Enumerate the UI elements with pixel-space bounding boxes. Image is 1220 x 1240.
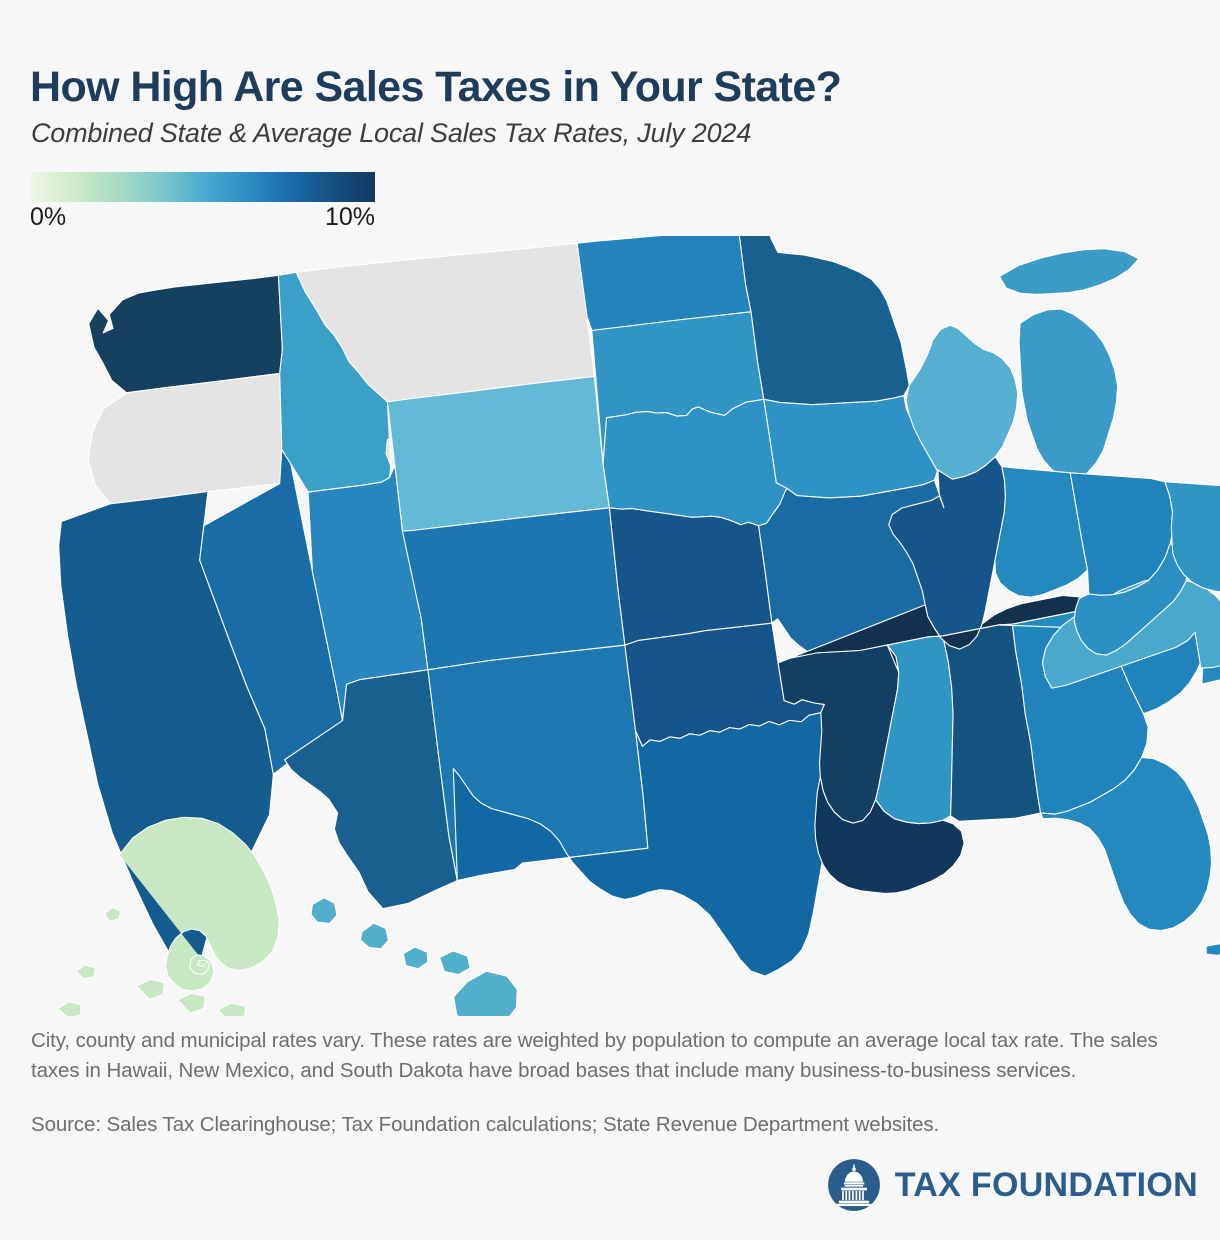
state-IN[interactable] bbox=[990, 462, 1089, 599]
us-choropleth-map bbox=[0, 236, 1220, 1016]
tax-foundation-logo: TAX FOUNDATION bbox=[827, 1158, 1198, 1212]
legend-max-label: 10% bbox=[324, 203, 375, 231]
legend-tick-labels: 0% 10% bbox=[30, 203, 375, 233]
legend-gradient-bar bbox=[30, 172, 375, 202]
footnote-text: City, county and municipal rates vary. T… bbox=[31, 1029, 1158, 1082]
logo-wordmark: TAX FOUNDATION bbox=[894, 1166, 1198, 1204]
capitol-dome-icon bbox=[827, 1159, 880, 1211]
page-subtitle: Combined State & Average Local Sales Tax… bbox=[31, 118, 752, 148]
state-LA[interactable] bbox=[812, 769, 966, 897]
state-MN[interactable] bbox=[737, 236, 910, 408]
legend-min-label: 0% bbox=[30, 203, 67, 231]
state-CO[interactable] bbox=[401, 507, 626, 671]
source-text: Source: Sales Tax Clearinghouse; Tax Fou… bbox=[31, 1113, 940, 1136]
state-WA[interactable] bbox=[87, 274, 285, 394]
map-svg bbox=[48, 236, 1220, 1016]
state-FL[interactable] bbox=[1038, 753, 1220, 964]
state-WY[interactable] bbox=[386, 375, 610, 532]
page-title: How High Are Sales Taxes in Your State? bbox=[30, 62, 842, 111]
state-WV[interactable] bbox=[1070, 542, 1192, 657]
state-PA[interactable] bbox=[1164, 474, 1220, 595]
state-WI[interactable] bbox=[902, 322, 1022, 482]
state-OR[interactable] bbox=[84, 372, 286, 505]
state-AK[interactable] bbox=[48, 812, 285, 1016]
state-HI[interactable] bbox=[310, 888, 519, 1016]
state-TX[interactable] bbox=[449, 712, 843, 992]
state-MI[interactable] bbox=[998, 247, 1150, 482]
state-MT[interactable] bbox=[295, 242, 598, 470]
color-scale-legend: 0% 10% bbox=[30, 172, 375, 233]
